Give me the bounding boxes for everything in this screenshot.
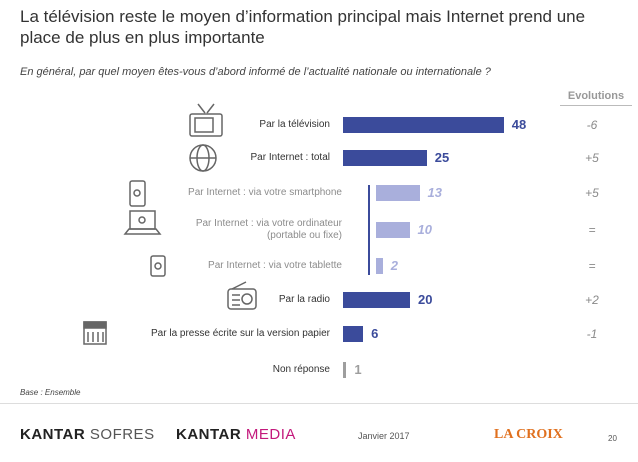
category-label: Par Internet : via votre ordinateur (por…	[195, 218, 342, 241]
value-label: 20	[418, 292, 433, 307]
brand: KANTAR	[20, 426, 86, 443]
title: La télévision reste le moyen d’informati…	[20, 7, 586, 47]
category-label: Par Internet : via votre tablette	[208, 260, 342, 271]
evolution: =	[588, 259, 596, 273]
bar	[376, 222, 410, 238]
value-label: 1	[354, 362, 362, 377]
partner-logo: LA CROIX	[494, 427, 563, 442]
footer-rule	[0, 403, 638, 404]
base-note: Base : Ensemble	[20, 388, 81, 397]
category-label: Par Internet : via votre smartphone	[188, 187, 342, 198]
group-line	[368, 185, 370, 275]
evolutions-header: Evolutions	[560, 90, 632, 106]
category-label: Par la radio	[278, 294, 330, 305]
category-label: Non réponse	[272, 364, 330, 375]
bar	[376, 185, 420, 201]
value-label: 48	[511, 117, 527, 132]
tablet-icon	[150, 255, 166, 277]
globe-icon	[189, 144, 217, 172]
brand: KANTAR	[176, 426, 242, 443]
evolution: +5	[585, 186, 599, 200]
computer-icon	[123, 210, 162, 235]
bar	[343, 150, 427, 166]
value-label: 13	[427, 185, 443, 200]
subtitle: En général, par quel moyen êtes-vous d’a…	[20, 66, 491, 78]
logo-kantar-sofres: KANTAR SOFRES	[20, 426, 155, 443]
date: Janvier 2017	[358, 431, 410, 441]
value-label: 25	[434, 150, 450, 165]
evolution: =	[588, 223, 596, 237]
bar	[343, 292, 410, 308]
brand-sub: SOFRES	[89, 426, 155, 443]
bar	[343, 326, 364, 342]
value-label: 6	[371, 326, 379, 341]
evolution: -6	[586, 118, 598, 132]
phone-icon	[129, 180, 146, 207]
value-label: 2	[390, 258, 398, 273]
evolution: -1	[586, 327, 598, 341]
logo-kantar-media: KANTAR MEDIA	[176, 426, 296, 443]
page-number: 20	[608, 434, 617, 443]
newspaper-icon	[83, 321, 107, 345]
category-label: Par la télévision	[259, 119, 330, 130]
bar	[376, 258, 383, 274]
value-label: 10	[417, 222, 432, 237]
evolution: +5	[585, 151, 599, 165]
bar	[343, 117, 504, 133]
brand-sub: MEDIA	[245, 426, 296, 443]
category-label: Par Internet : total	[250, 152, 331, 163]
category-label: Par la presse écrite sur la version papi…	[151, 328, 330, 339]
bar	[343, 362, 347, 378]
radio-icon	[227, 281, 257, 310]
tv-icon	[189, 103, 223, 137]
evolution: +2	[585, 293, 599, 307]
